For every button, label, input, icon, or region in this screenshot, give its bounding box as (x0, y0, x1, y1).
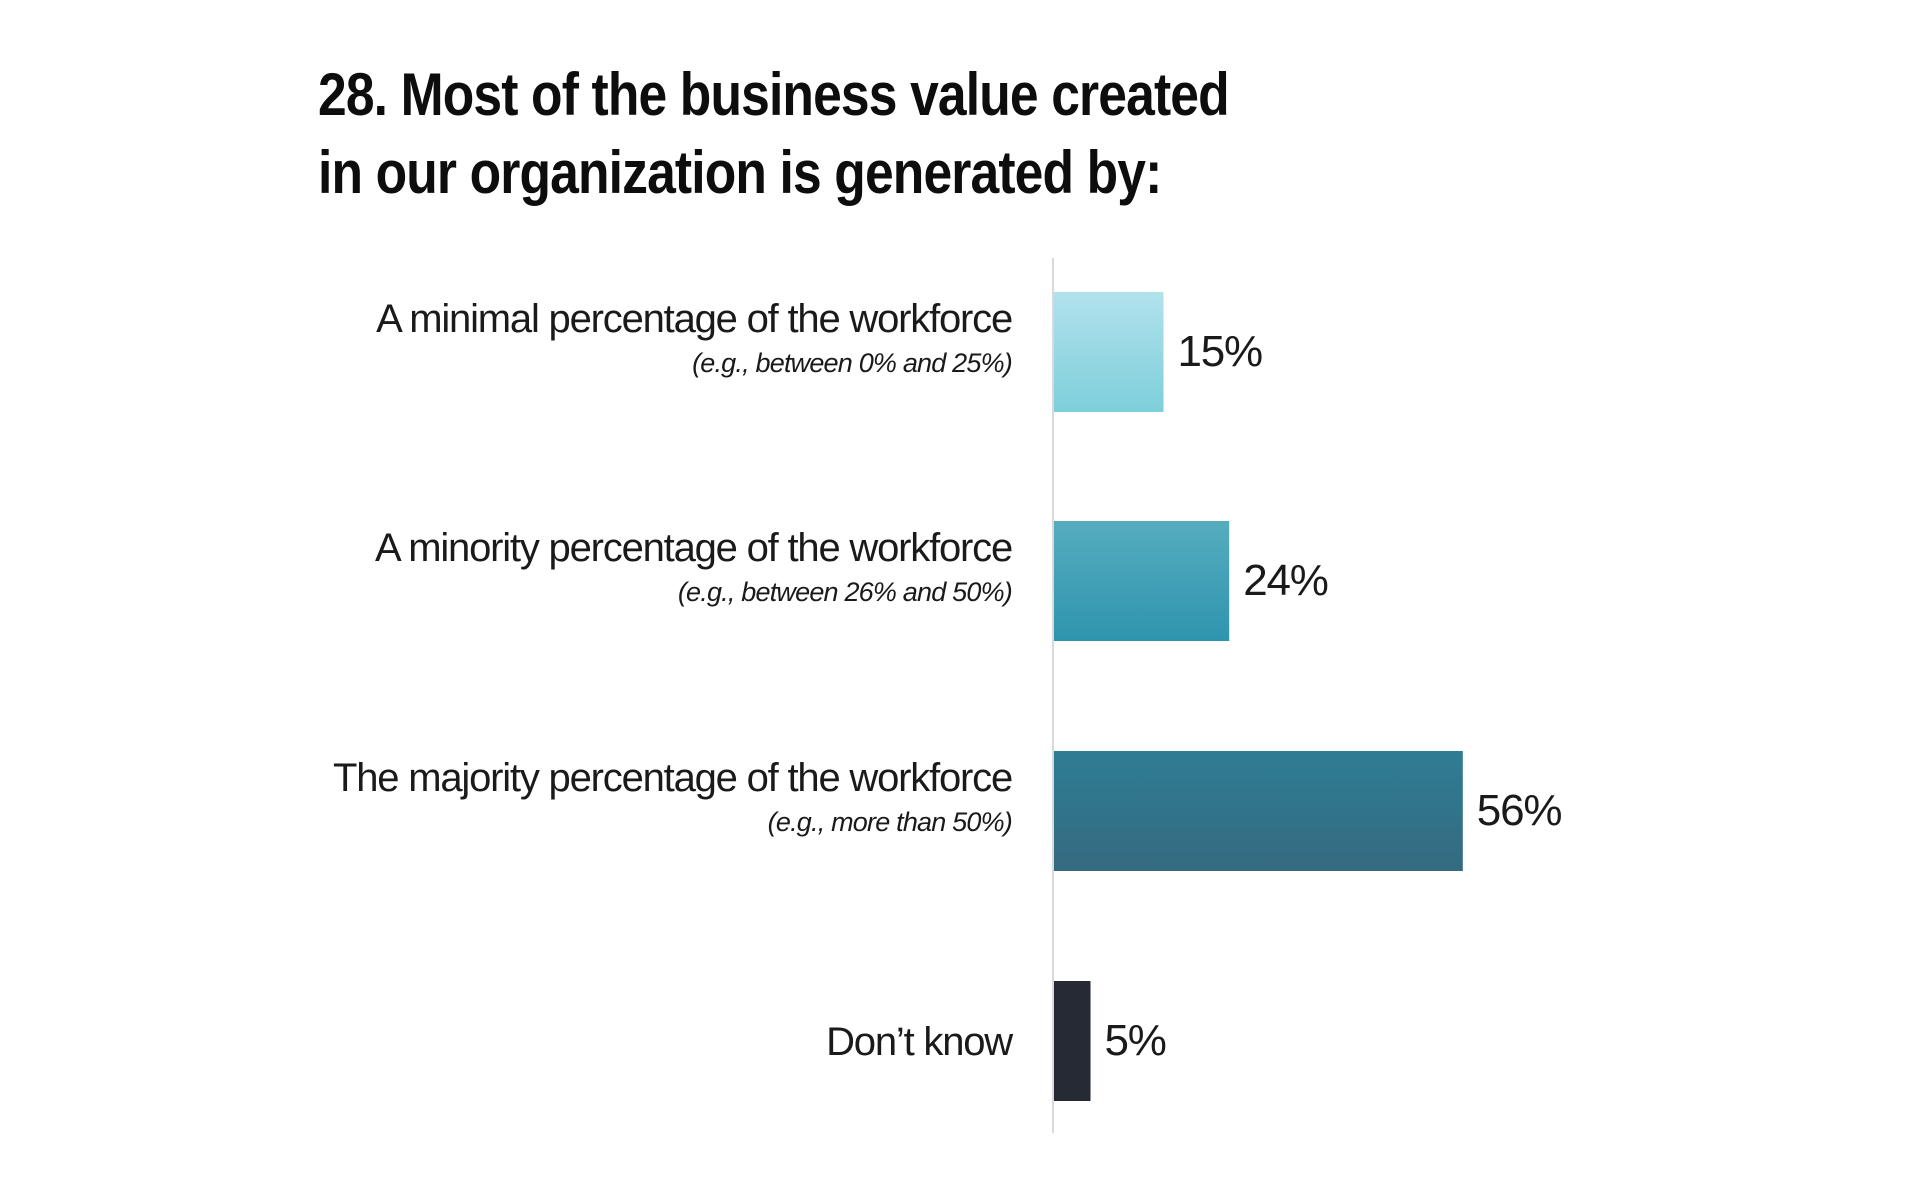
category-sublabel-2: (e.g., between 26% and 50%) (678, 577, 1012, 607)
bar-4 (1054, 981, 1091, 1101)
bar-1 (1054, 292, 1164, 412)
category-label-2: A minority percentage of the workforce (375, 526, 1012, 570)
chart-title-line-2: in our organization is generated by: (318, 139, 1162, 206)
bar-2 (1054, 521, 1230, 641)
category-label-3: The majority percentage of the workforce (333, 756, 1012, 800)
chart-title-line-1: 28. Most of the business value created (318, 61, 1230, 128)
value-label-4: 5% (1105, 1016, 1166, 1065)
bar-3 (1054, 751, 1463, 871)
chart-labels: 15% A minimal percentage of the workforce… (333, 297, 1563, 1065)
category-label-1: A minimal percentage of the workforce (376, 297, 1012, 341)
value-label-3: 56% (1477, 786, 1562, 835)
chart-bars (1054, 292, 1463, 1101)
category-label-4: Don’t know (826, 1020, 1013, 1064)
category-sublabel-1: (e.g., between 0% and 25%) (692, 348, 1012, 378)
value-label-2: 24% (1243, 556, 1328, 605)
chart-title: 28. Most of the business value created i… (318, 56, 1264, 212)
category-sublabel-3: (e.g., more than 50%) (768, 807, 1012, 837)
value-label-1: 15% (1178, 327, 1263, 376)
